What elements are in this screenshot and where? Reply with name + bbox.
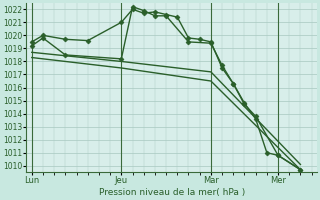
X-axis label: Pression niveau de la mer( hPa ): Pression niveau de la mer( hPa ) [99, 188, 245, 197]
